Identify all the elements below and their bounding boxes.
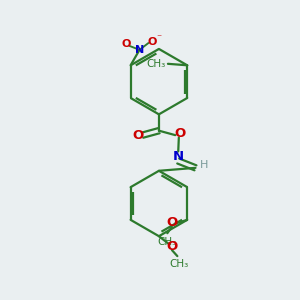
Text: H: H <box>200 160 208 170</box>
Text: CH₃: CH₃ <box>146 59 166 69</box>
Text: ⁻: ⁻ <box>157 34 162 44</box>
Text: O: O <box>122 40 131 50</box>
Text: O: O <box>133 129 144 142</box>
Text: CH₃: CH₃ <box>158 237 177 247</box>
Text: O: O <box>174 128 185 140</box>
Text: CH₃: CH₃ <box>169 259 188 269</box>
Text: O: O <box>166 216 177 229</box>
Text: O: O <box>167 240 178 253</box>
Text: N: N <box>173 150 184 163</box>
Text: N: N <box>135 45 144 55</box>
Text: O: O <box>148 37 157 46</box>
